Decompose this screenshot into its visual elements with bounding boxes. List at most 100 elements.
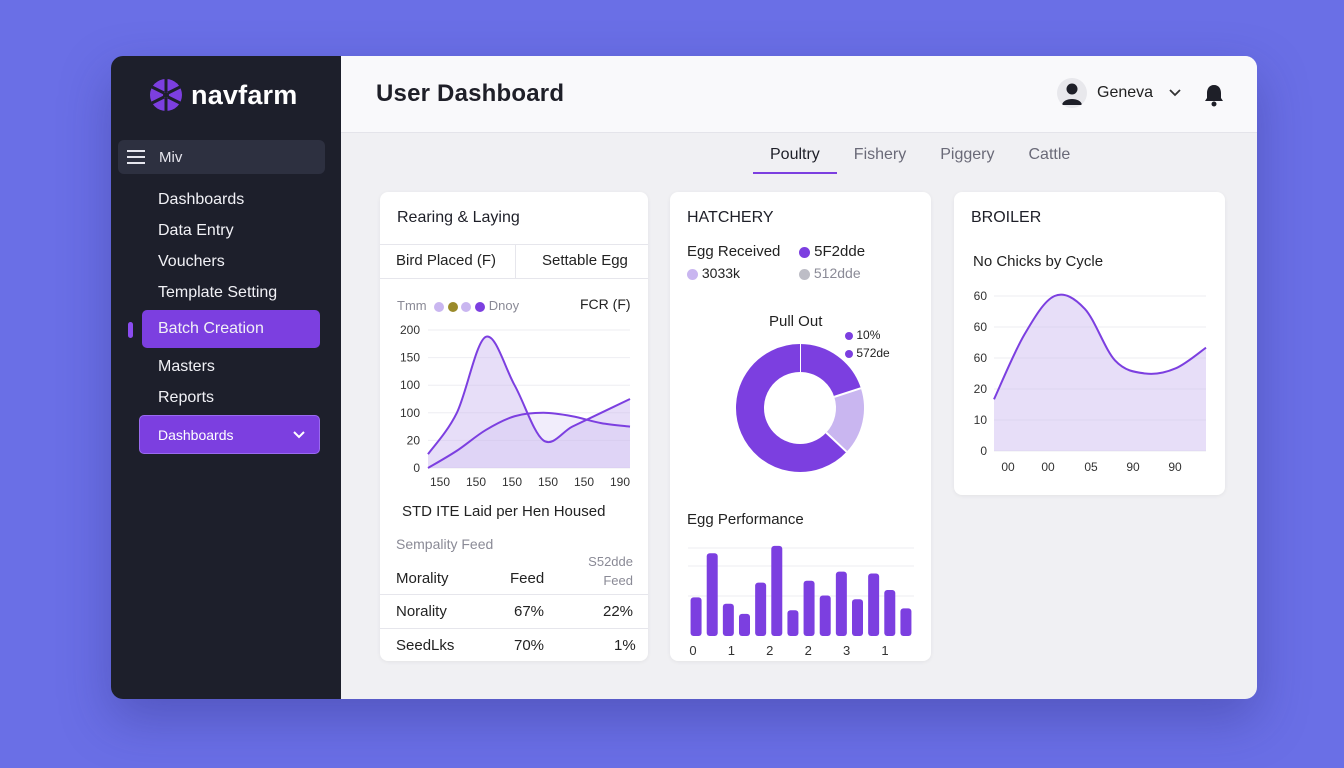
page-title: User Dashboard bbox=[376, 80, 564, 108]
sidebar-item-template-setting[interactable]: Template Setting bbox=[111, 277, 341, 308]
navfarm-logo-icon bbox=[149, 78, 183, 112]
pie-slice bbox=[800, 358, 848, 393]
y-tick-label: 60 bbox=[974, 351, 988, 365]
sidebar: navfarm Miv Dashboards Data Entry Vouche… bbox=[111, 56, 341, 699]
x-tick-label: 1 bbox=[881, 643, 888, 658]
card-title: Rearing & Laying bbox=[397, 209, 520, 227]
pull-out-donut-chart bbox=[730, 338, 870, 478]
legend-label: 3033k bbox=[702, 265, 740, 281]
donut-title: Pull Out bbox=[769, 313, 822, 330]
top-bar: User Dashboard Geneva bbox=[341, 56, 1257, 133]
divider bbox=[515, 244, 516, 278]
x-tick-label: 190 bbox=[610, 475, 630, 489]
legend-egg-received: Egg Received bbox=[687, 243, 780, 260]
x-tick-label: 0 bbox=[689, 643, 696, 658]
card-title: BROILER bbox=[971, 209, 1041, 227]
legend-dot bbox=[448, 302, 458, 312]
main-content: User Dashboard Geneva Poultry bbox=[341, 56, 1257, 699]
brand-name: navfarm bbox=[191, 80, 297, 111]
bar bbox=[804, 581, 815, 636]
chevron-down-icon bbox=[293, 431, 305, 439]
legend-label: 5F2dde bbox=[814, 243, 865, 260]
card-title: HATCHERY bbox=[687, 209, 774, 227]
tab-piggery[interactable]: Piggery bbox=[923, 144, 1011, 174]
bird-placed-label[interactable]: Bird Placed (F) bbox=[396, 252, 496, 269]
legend-item: 5F2dde bbox=[799, 243, 865, 260]
y-tick-label: 10 bbox=[974, 413, 988, 427]
table-header-feed-2: S52dde Feed bbox=[585, 552, 633, 590]
y-tick-label: 150 bbox=[400, 351, 420, 365]
bar bbox=[755, 583, 766, 636]
x-tick-label: 150 bbox=[466, 475, 486, 489]
bar bbox=[884, 590, 895, 636]
x-tick-label: 00 bbox=[1041, 460, 1055, 474]
user-menu[interactable]: Geneva bbox=[1057, 78, 1181, 108]
table-cell: 22% bbox=[603, 603, 633, 620]
x-tick-label: 150 bbox=[538, 475, 558, 489]
sidebar-item-label: Batch Creation bbox=[158, 320, 264, 337]
y-tick-label: 20 bbox=[407, 433, 421, 447]
x-tick-label: 05 bbox=[1084, 460, 1098, 474]
bar bbox=[771, 546, 782, 636]
table-cell: SeedLks bbox=[396, 637, 454, 654]
app-window: navfarm Miv Dashboards Data Entry Vouche… bbox=[111, 56, 1257, 699]
sidebar-item-vouchers[interactable]: Vouchers bbox=[111, 246, 341, 277]
tab-poultry[interactable]: Poultry bbox=[753, 144, 837, 174]
legend-dot bbox=[434, 302, 444, 312]
y-tick-label: 0 bbox=[413, 461, 420, 475]
bell-icon[interactable] bbox=[1203, 83, 1225, 107]
tab-cattle[interactable]: Cattle bbox=[1012, 144, 1088, 174]
menu-toggle[interactable]: Miv bbox=[118, 140, 325, 174]
legend-label-a: Tmm bbox=[397, 298, 427, 313]
divider bbox=[380, 244, 648, 245]
legend-dot bbox=[475, 302, 485, 312]
table-cell: Norality bbox=[396, 603, 447, 620]
x-tick-label: 2 bbox=[805, 643, 812, 658]
category-tabs: Poultry Fishery Piggery Cattle bbox=[753, 144, 1087, 174]
card-subtitle: No Chicks by Cycle bbox=[973, 253, 1103, 270]
avatar bbox=[1057, 78, 1087, 108]
legend: Tmm Dnoy bbox=[397, 298, 519, 313]
legend-label: 512dde bbox=[814, 265, 861, 281]
y-tick-label: 20 bbox=[974, 382, 988, 396]
menu-label: Miv bbox=[159, 149, 182, 166]
bar bbox=[836, 572, 847, 636]
sidebar-item-dashboards[interactable]: Dashboards bbox=[111, 184, 341, 215]
table-cell: 70% bbox=[514, 637, 544, 654]
section-title: Sempality Feed bbox=[396, 536, 493, 552]
series-area bbox=[994, 295, 1206, 451]
chevron-down-icon bbox=[1169, 89, 1181, 97]
sidebar-item-data-entry[interactable]: Data Entry bbox=[111, 215, 341, 246]
x-tick-label: 90 bbox=[1126, 460, 1140, 474]
tab-fishery[interactable]: Fishery bbox=[837, 144, 923, 174]
y-tick-label: 200 bbox=[400, 323, 420, 337]
bar bbox=[723, 604, 734, 636]
bar bbox=[868, 573, 879, 636]
dashboards-dropdown[interactable]: Dashboards bbox=[139, 415, 320, 454]
table-cell: 1% bbox=[614, 637, 636, 654]
settable-egg-label[interactable]: Settable Egg bbox=[542, 252, 628, 269]
hamburger-icon bbox=[127, 150, 145, 164]
brand-logo[interactable]: navfarm bbox=[149, 78, 297, 112]
legend-item: 3033k bbox=[687, 265, 740, 281]
sidebar-item-masters[interactable]: Masters bbox=[111, 351, 341, 382]
x-tick-label: 150 bbox=[574, 475, 594, 489]
legend-label-b: Dnoy bbox=[489, 298, 519, 313]
y-tick-label: 60 bbox=[974, 289, 988, 303]
broiler-card: BROILER No Chicks by Cycle 60 60 60 20 10 0 00… bbox=[954, 192, 1225, 495]
sidebar-item-batch-creation[interactable]: Batch Creation bbox=[142, 310, 320, 348]
fcr-label: FCR (F) bbox=[580, 296, 631, 312]
y-tick-label: 100 bbox=[400, 378, 420, 392]
divider bbox=[380, 628, 648, 629]
sidebar-item-reports[interactable]: Reports bbox=[111, 382, 341, 413]
chart-caption: STD ITE Laid per Hen Housed bbox=[402, 503, 605, 520]
bar bbox=[852, 599, 863, 636]
legend-dot bbox=[687, 269, 698, 280]
bar bbox=[900, 608, 911, 636]
bar bbox=[820, 596, 831, 636]
x-tick-label: 90 bbox=[1168, 460, 1182, 474]
table-header-morality: Morality bbox=[396, 570, 449, 587]
table-cell: 67% bbox=[514, 603, 544, 620]
divider bbox=[380, 278, 648, 279]
